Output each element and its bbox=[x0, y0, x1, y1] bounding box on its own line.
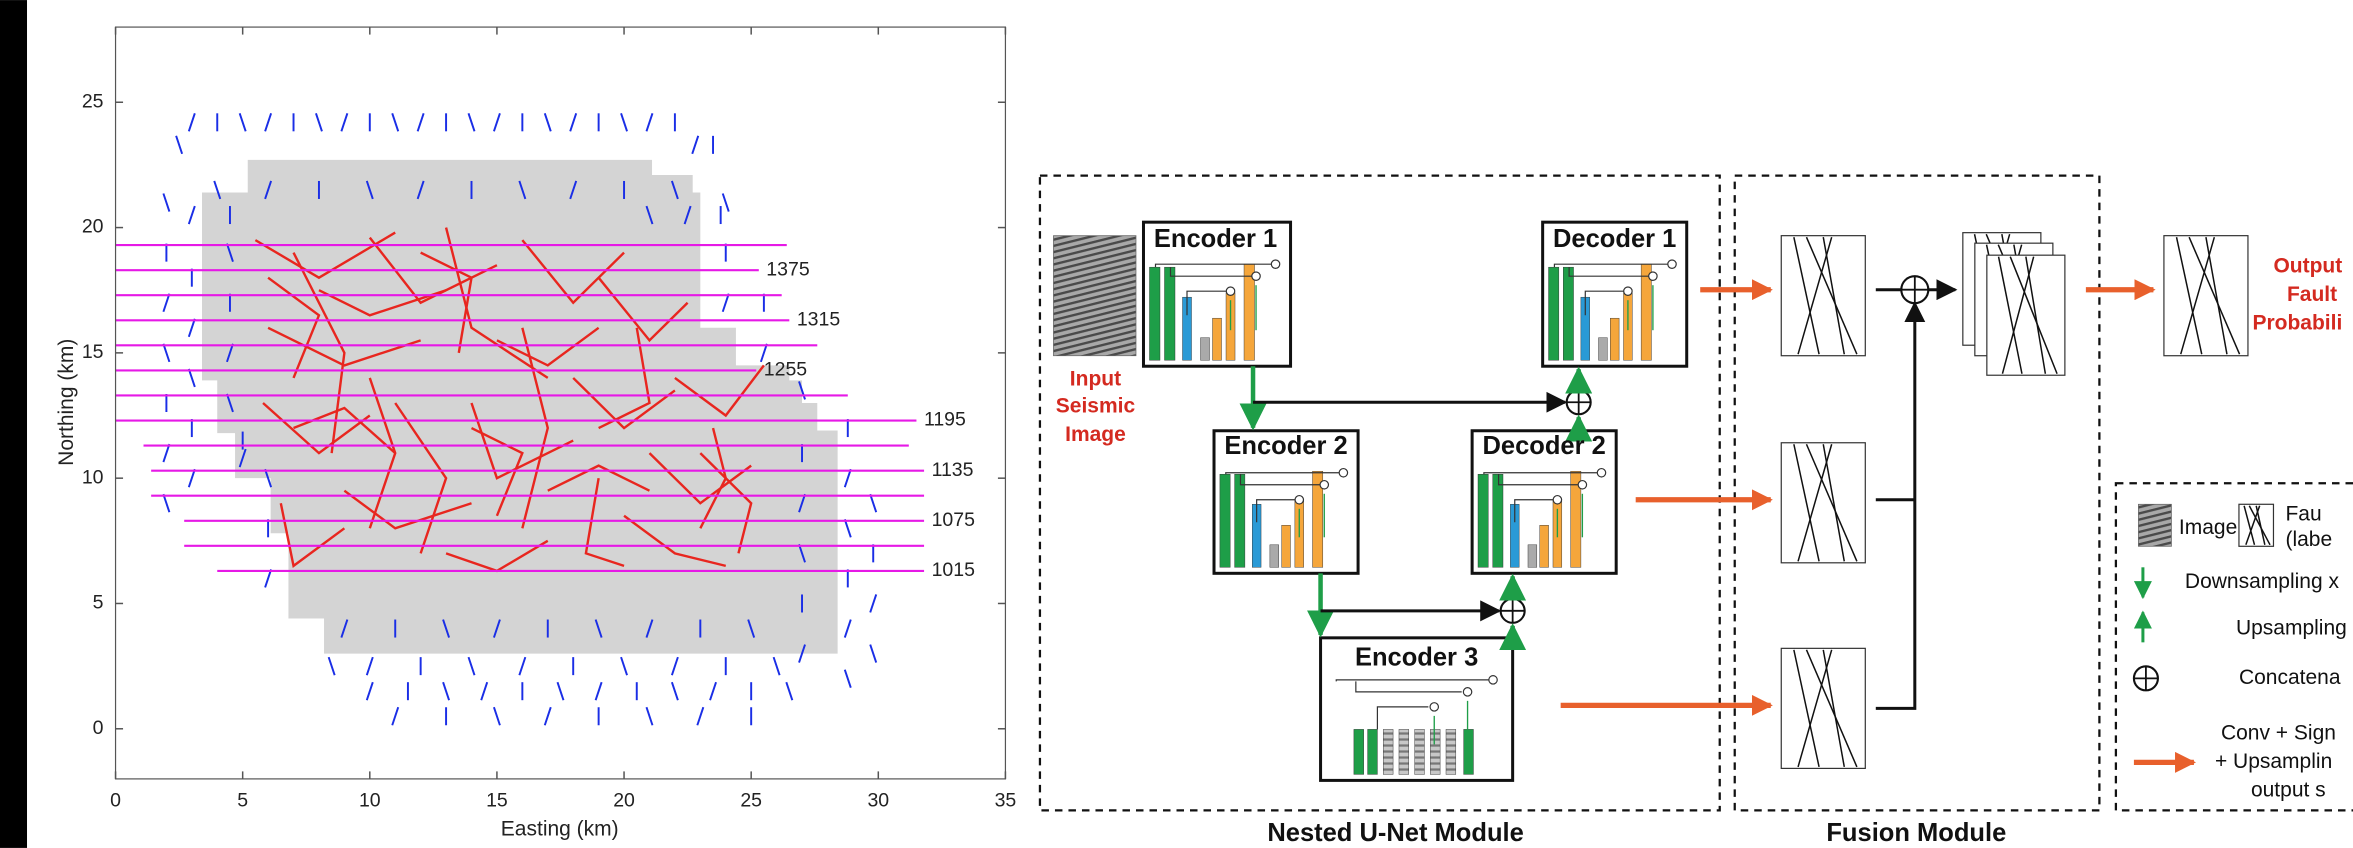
inline-label: 1015 bbox=[932, 559, 976, 581]
layer bbox=[1610, 318, 1619, 360]
x-tick-label: 10 bbox=[359, 790, 381, 812]
layer bbox=[1220, 474, 1230, 567]
fault-image bbox=[2164, 236, 2248, 356]
inline-label: 1135 bbox=[932, 459, 974, 481]
legend-text: + Upsamplin bbox=[2215, 750, 2332, 773]
mini-concat bbox=[1489, 676, 1497, 684]
block-title: Encoder 3 bbox=[1355, 644, 1478, 672]
y-tick-label: 15 bbox=[82, 341, 104, 363]
output-label: Output bbox=[2273, 255, 2342, 278]
y-tick-label: 0 bbox=[93, 717, 104, 739]
block-title: Encoder 1 bbox=[1154, 225, 1277, 253]
inline-label: 1375 bbox=[766, 258, 810, 280]
inline-label: 1255 bbox=[764, 359, 808, 381]
layer bbox=[1446, 729, 1456, 774]
layer bbox=[1282, 525, 1291, 567]
x-tick-label: 15 bbox=[486, 790, 508, 812]
module-label: Nested U-Net Module bbox=[1267, 819, 1523, 847]
mini-concat bbox=[1668, 260, 1676, 268]
mini-concat bbox=[1295, 496, 1303, 504]
inline-label: 1315 bbox=[797, 308, 841, 330]
fault-image bbox=[1781, 648, 1865, 768]
layer bbox=[1235, 474, 1245, 567]
legend-text: Fau bbox=[2285, 502, 2321, 525]
x-tick-label: 30 bbox=[867, 790, 889, 812]
mini-concat bbox=[1597, 469, 1605, 477]
layer bbox=[1493, 474, 1503, 567]
mini-concat bbox=[1339, 469, 1347, 477]
fault-image bbox=[1987, 255, 2065, 375]
mini-concat bbox=[1553, 496, 1561, 504]
layer bbox=[1354, 729, 1364, 774]
x-tick-label: 35 bbox=[995, 790, 1017, 812]
layer bbox=[1270, 545, 1279, 568]
mini-concat bbox=[1226, 287, 1234, 295]
x-tick-label: 5 bbox=[237, 790, 248, 812]
figure: 1375131512551195113510751015051015202530… bbox=[0, 0, 2353, 848]
mini-concat bbox=[1649, 272, 1657, 280]
inline-label: 1075 bbox=[932, 509, 976, 531]
output-label: Probabili bbox=[2252, 312, 2342, 335]
y-tick-label: 20 bbox=[82, 216, 104, 238]
block-title: Encoder 2 bbox=[1224, 432, 1347, 460]
legend-text: Upsampling bbox=[2236, 616, 2347, 639]
layer bbox=[1399, 729, 1409, 774]
legend-text: Downsampling x bbox=[2185, 570, 2340, 593]
y-tick-label: 25 bbox=[82, 90, 104, 112]
legend-text: Conv + Sign bbox=[2221, 721, 2336, 744]
layer bbox=[1368, 729, 1378, 774]
output-label: Fault bbox=[2287, 283, 2337, 306]
layer bbox=[1478, 474, 1488, 567]
layer bbox=[1563, 267, 1573, 360]
mini-concat bbox=[1430, 703, 1438, 711]
input-label: Seismic bbox=[1056, 394, 1136, 417]
edge-bar bbox=[0, 0, 27, 848]
y-axis-label: Northing (km) bbox=[55, 339, 78, 466]
y-tick-label: 10 bbox=[82, 466, 104, 488]
fusion-line bbox=[1876, 303, 1915, 708]
block-title: Decoder 1 bbox=[1553, 225, 1676, 253]
fault-image bbox=[1781, 443, 1865, 563]
mini-concat bbox=[1271, 260, 1279, 268]
mini-concat bbox=[1252, 272, 1260, 280]
x-tick-label: 25 bbox=[740, 790, 762, 812]
legend-text: Image bbox=[2179, 516, 2237, 539]
layer bbox=[1540, 525, 1549, 567]
block-title: Decoder 2 bbox=[1483, 432, 1606, 460]
mini-concat bbox=[1624, 287, 1632, 295]
mini-concat bbox=[1463, 688, 1471, 696]
layer bbox=[1549, 267, 1559, 360]
layer bbox=[1464, 729, 1474, 774]
legend-text: (labe bbox=[2285, 528, 2332, 551]
legend-text: Concatena bbox=[2239, 666, 2341, 689]
layer bbox=[1528, 545, 1537, 568]
layer bbox=[1430, 729, 1440, 774]
layer bbox=[1213, 318, 1222, 360]
seismic-image bbox=[2138, 504, 2171, 546]
input-label: Image bbox=[1065, 423, 1126, 446]
layer bbox=[1599, 338, 1608, 361]
x-tick-label: 20 bbox=[613, 790, 635, 812]
fault-image bbox=[1781, 236, 1865, 356]
seismic-image bbox=[1053, 236, 1136, 356]
inline-label: 1195 bbox=[924, 409, 966, 431]
diagram bbox=[1040, 176, 2353, 811]
input-label: Input bbox=[1070, 367, 1121, 390]
x-axis-label: Easting (km) bbox=[501, 817, 619, 840]
x-tick-label: 0 bbox=[110, 790, 121, 812]
y-tick-label: 5 bbox=[93, 592, 104, 614]
layer bbox=[1149, 267, 1160, 360]
page: {"chart_data": {"type": "map", "x_label"… bbox=[0, 0, 2353, 848]
layer bbox=[1164, 267, 1175, 360]
layer bbox=[1201, 338, 1210, 361]
mini-concat bbox=[1578, 481, 1586, 489]
module-label: Fusion Module bbox=[1826, 819, 2006, 847]
layer bbox=[1383, 729, 1393, 774]
legend-text: output s bbox=[2251, 778, 2326, 801]
layer bbox=[1415, 729, 1425, 774]
mini-concat bbox=[1320, 481, 1328, 489]
